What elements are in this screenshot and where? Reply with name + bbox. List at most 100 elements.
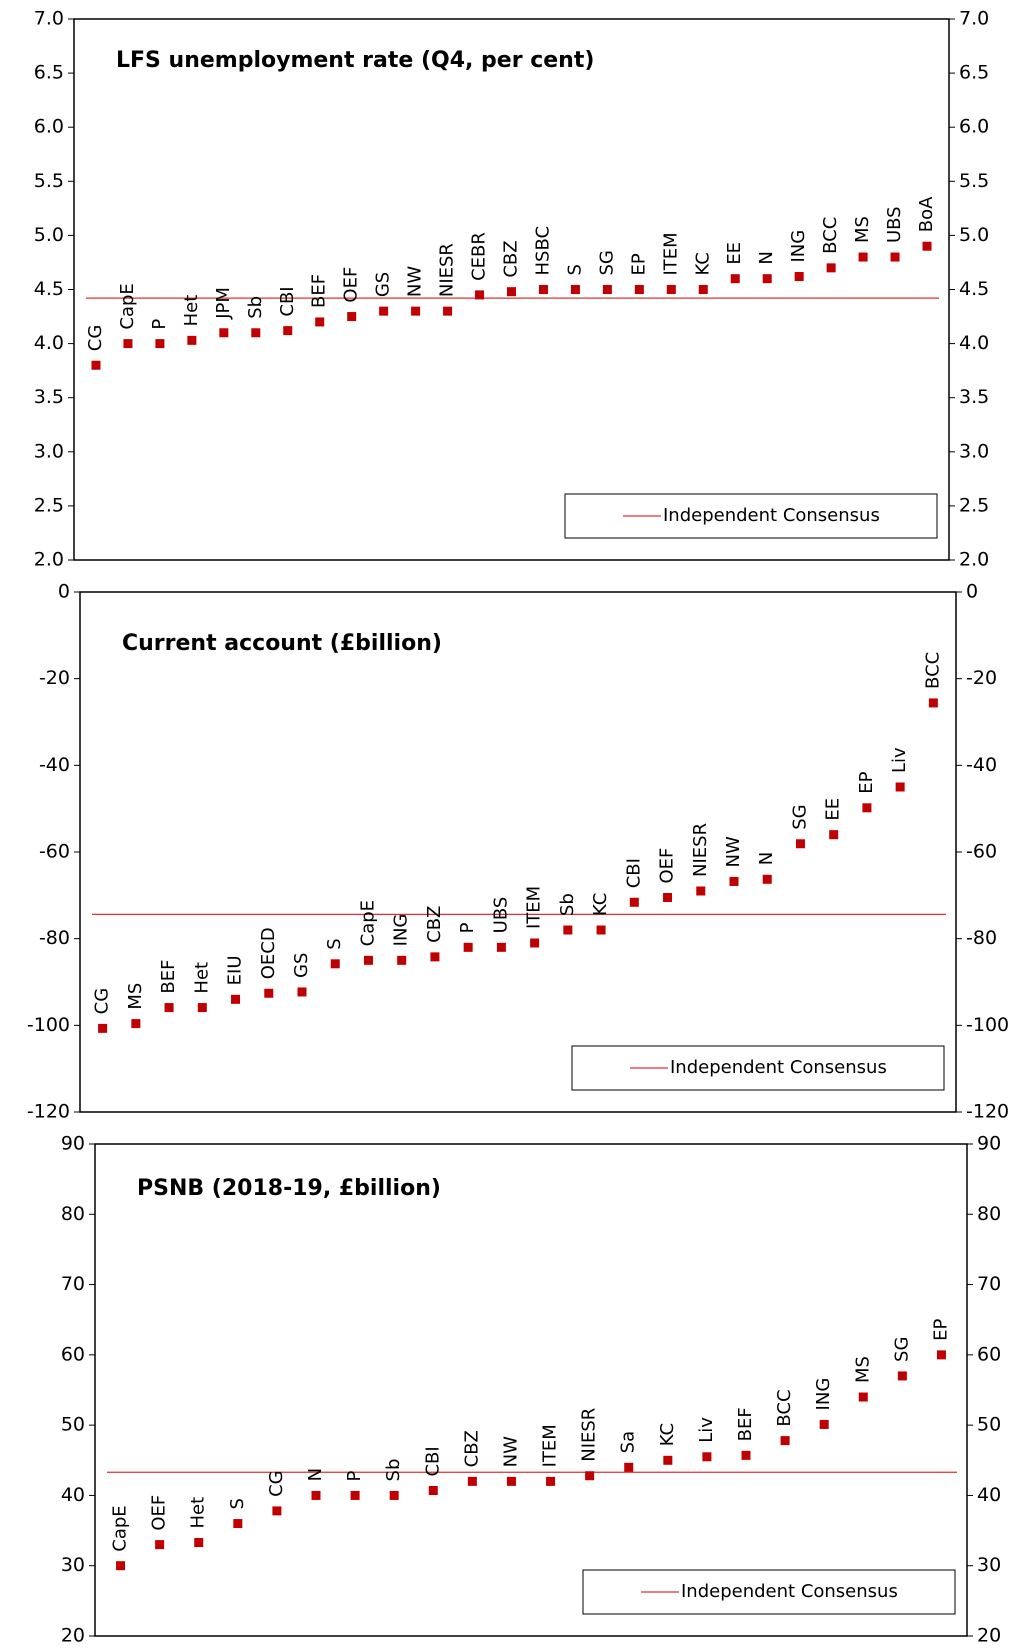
y-tick-label: 3.0	[34, 440, 64, 462]
point	[895, 782, 905, 792]
category-label: CBI	[422, 1446, 443, 1476]
point	[467, 1476, 477, 1486]
y2-tick-label: 0	[966, 581, 978, 603]
category-label: CBZ	[501, 240, 522, 277]
panel: 20 20 30 30 40 40 50 50 60 60 70 70 80 80 90 90 CapE OEF H…	[61, 1133, 1001, 1647]
point	[350, 1490, 360, 1500]
category-label: ING	[813, 1378, 834, 1411]
category-label: CG	[92, 988, 113, 1015]
point	[91, 360, 101, 370]
point	[155, 1540, 165, 1550]
category-label: KC	[590, 893, 611, 916]
y2-tick-label: -60	[966, 841, 997, 863]
y-tick-label: 70	[61, 1273, 85, 1295]
point	[506, 1476, 516, 1486]
category-label: N	[756, 852, 777, 865]
point	[696, 886, 706, 896]
point	[116, 1561, 126, 1571]
legend-box	[582, 1569, 956, 1615]
point	[428, 1486, 438, 1496]
y2-tick-label: 5.0	[959, 224, 989, 246]
point	[98, 1023, 108, 1033]
category-label: BEF	[158, 959, 179, 993]
point	[330, 959, 340, 969]
y-tick-label: 4.5	[34, 278, 64, 300]
y2-tick-label: 5.5	[959, 170, 989, 192]
y2-tick-label: 3.0	[959, 440, 989, 462]
category-label: CEBR	[469, 232, 490, 281]
point	[347, 312, 357, 322]
point	[283, 326, 293, 336]
category-label: CG	[85, 325, 106, 352]
point	[311, 1490, 321, 1500]
category-label: EP	[856, 771, 877, 793]
category-label: CBI	[623, 858, 644, 888]
point	[475, 290, 485, 300]
y2-tick-label: 30	[977, 1554, 1001, 1576]
category-label: OEF	[149, 1495, 170, 1531]
y-tick-label: -60	[39, 841, 70, 863]
category-label: HSBC	[532, 226, 553, 276]
point	[890, 252, 900, 262]
y2-tick-label: 90	[977, 1133, 1001, 1155]
y-tick-label: 5.5	[34, 170, 64, 192]
point	[862, 803, 872, 813]
y2-tick-label: -100	[966, 1014, 1009, 1036]
y2-tick-label: -80	[966, 927, 997, 949]
point	[702, 1452, 712, 1462]
category-label: MS	[852, 216, 873, 243]
y2-tick-label: 60	[977, 1343, 1001, 1365]
y2-tick-label: 6.5	[959, 62, 989, 84]
category-label: UBS	[490, 897, 511, 934]
point	[430, 952, 440, 962]
y-tick-label: 7.0	[34, 8, 64, 30]
y-tick-label: 50	[61, 1414, 85, 1436]
category-label: NIESR	[437, 243, 458, 297]
point	[936, 1350, 946, 1360]
y-tick-label: 20	[61, 1625, 85, 1647]
point	[858, 252, 868, 262]
y2-tick-label: 7.0	[959, 8, 989, 30]
panel: 2.0 2.0 2.5 2.5 3.0 3.0 3.5 3.5 4.0 4.0 4.5 4.5 5.0 5…	[34, 8, 989, 571]
point	[187, 335, 197, 345]
point	[194, 1538, 204, 1548]
category-label: Het	[191, 962, 212, 994]
category-label: S	[564, 264, 585, 275]
category-label: Sb	[557, 893, 578, 916]
point	[730, 274, 740, 284]
point	[741, 1450, 751, 1460]
category-label: Sb	[245, 296, 266, 319]
category-label: EP	[628, 253, 649, 275]
point	[123, 339, 133, 349]
category-label: CBI	[277, 286, 298, 316]
point	[602, 285, 612, 294]
point	[585, 1471, 595, 1481]
point	[634, 285, 644, 294]
point	[231, 994, 241, 1004]
category-label: KC	[692, 252, 713, 275]
y-tick-label: 4.0	[34, 332, 64, 354]
plot-frame	[94, 1143, 968, 1637]
category-label: NW	[405, 266, 426, 297]
category-label: S	[324, 938, 345, 949]
point	[762, 274, 772, 284]
point	[826, 263, 836, 273]
y2-tick-label: 2.0	[959, 549, 989, 571]
category-label: BoA	[916, 196, 937, 232]
category-label: S	[227, 1498, 248, 1509]
point	[197, 1003, 207, 1013]
category-label: NIESR	[579, 1408, 600, 1462]
category-label: CG	[266, 1470, 287, 1497]
chart-title: Current account (£billion)	[122, 631, 442, 656]
point	[264, 988, 274, 998]
point	[251, 328, 261, 338]
category-label: EP	[930, 1318, 951, 1340]
point	[563, 925, 573, 935]
y-tick-label: 6.0	[34, 116, 64, 138]
category-label: MS	[852, 1356, 873, 1383]
category-label: ING	[788, 230, 809, 263]
category-label: CBZ	[424, 906, 445, 943]
category-label: ITEM	[540, 1424, 561, 1467]
legend-label: Independent Consensus	[681, 1581, 898, 1602]
